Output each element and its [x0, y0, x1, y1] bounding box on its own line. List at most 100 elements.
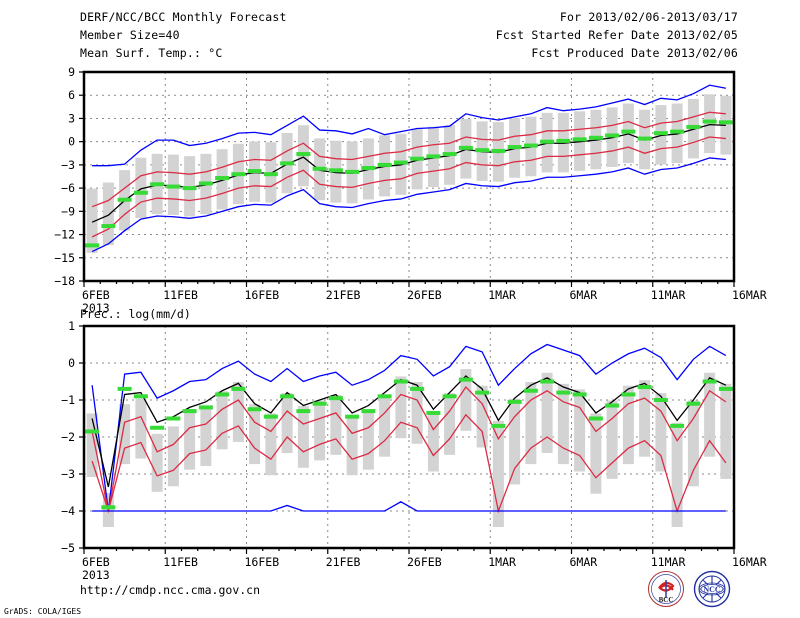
x-tick-label: 21FEB	[326, 288, 361, 302]
observed-marker	[540, 379, 555, 384]
y-tick-label: 1	[68, 319, 75, 333]
spread-bar	[135, 398, 147, 459]
x-tick-year-label: 2013	[82, 568, 110, 582]
observed-marker	[133, 394, 148, 399]
spread-bar	[509, 398, 521, 485]
observed-marker	[410, 156, 425, 161]
observed-marker	[198, 181, 213, 186]
x-tick-label: 1MAR	[488, 288, 516, 302]
spread-bar	[249, 404, 261, 465]
spread-bar	[265, 413, 277, 476]
y-tick-label: −5	[61, 541, 75, 555]
x-tick-label: 16MAR	[732, 555, 767, 569]
forecast-start-date-label: Fcst Started Refer Date 2013/02/05	[495, 28, 738, 42]
y-tick-label: −2	[61, 430, 75, 444]
variable-label: Mean Surf. Temp.: °C	[80, 46, 223, 60]
observed-marker	[637, 385, 652, 390]
observed-marker	[702, 119, 717, 124]
agency-logos: BCC NCC	[648, 570, 731, 608]
spread-bar	[639, 380, 651, 457]
spread-bar	[184, 409, 196, 470]
spread-bar	[281, 393, 293, 453]
series-line	[91, 386, 727, 512]
observed-marker	[263, 172, 278, 177]
y-tick-label: −4	[61, 504, 75, 518]
x-tick-label: 11FEB	[163, 288, 198, 302]
series-line	[92, 84, 726, 167]
x-tick-label: 6MAR	[570, 288, 598, 302]
observed-marker	[540, 139, 555, 144]
spread-bar	[362, 409, 374, 470]
observed-marker	[280, 161, 295, 166]
spread-bar	[216, 391, 228, 450]
svg-text:NCC: NCC	[703, 585, 721, 594]
x-tick-label: 26FEB	[407, 288, 442, 302]
observed-marker	[312, 401, 327, 406]
spread-bar	[314, 400, 326, 461]
forecast-range-label: For 2013/02/06-2013/03/17	[559, 10, 738, 24]
spread-bar	[86, 188, 98, 253]
y-tick-label: 0	[68, 356, 75, 370]
x-tick-label: 16MAR	[732, 288, 767, 302]
y-tick-label: −15	[54, 251, 75, 265]
observed-marker	[491, 148, 506, 153]
observed-marker	[653, 398, 668, 402]
ncc-logo: NCC	[693, 570, 731, 608]
observed-marker	[215, 392, 230, 397]
spread-bar	[379, 394, 391, 457]
x-tick-label: 11MAR	[651, 288, 686, 302]
svg-text:BCC: BCC	[659, 596, 674, 604]
observed-marker	[686, 401, 701, 406]
observed-marker	[182, 409, 197, 414]
observed-marker	[718, 386, 733, 391]
series-line	[91, 413, 727, 514]
website-url[interactable]: http://cmdp.ncc.cma.gov.cn	[80, 583, 261, 597]
observed-marker	[166, 184, 181, 189]
bcc-logo: BCC	[648, 571, 684, 607]
observed-marker	[85, 243, 100, 248]
observed-marker	[393, 379, 408, 384]
spread-bar	[704, 372, 716, 457]
observed-marker	[215, 176, 230, 181]
observed-marker	[588, 135, 603, 140]
series-line	[91, 375, 727, 488]
spread-bar	[119, 404, 131, 465]
observed-marker	[605, 133, 620, 138]
observed-marker	[426, 154, 441, 159]
member-size-label: Member Size=40	[80, 28, 180, 42]
y-tick-label: 9	[68, 65, 75, 79]
x-tick-label: 11MAR	[651, 555, 686, 569]
observed-marker	[718, 120, 733, 125]
observed-marker	[263, 414, 278, 419]
observed-marker	[150, 425, 165, 430]
observed-marker	[150, 182, 165, 187]
y-tick-label: 6	[68, 88, 75, 102]
series-line	[92, 501, 726, 512]
spread-bar	[232, 382, 244, 442]
y-tick-label: −18	[54, 274, 75, 288]
observed-marker	[361, 165, 376, 170]
spread-bar	[330, 394, 342, 455]
grads-credit: GrADS: COLA/IGES	[4, 607, 82, 616]
spread-bar	[86, 413, 98, 478]
y-tick-label: −3	[61, 158, 75, 172]
observed-marker	[588, 416, 603, 421]
spread-bar	[492, 420, 504, 527]
observed-marker	[117, 386, 132, 391]
x-tick-label: 21FEB	[326, 555, 361, 569]
spread-bar	[135, 157, 147, 219]
observed-marker	[458, 377, 473, 382]
observed-marker	[101, 505, 116, 510]
spread-bar	[167, 426, 179, 487]
spread-bar	[346, 415, 358, 476]
spread-bar	[590, 413, 602, 494]
spread-bar	[687, 400, 699, 487]
series-line	[91, 343, 727, 512]
x-tick-label: 1MAR	[488, 555, 516, 569]
spread-bar	[444, 393, 456, 455]
observed-marker	[133, 190, 148, 195]
x-tick-year-label: 2013	[82, 301, 110, 315]
observed-marker	[247, 169, 262, 174]
observed-marker	[85, 429, 100, 434]
